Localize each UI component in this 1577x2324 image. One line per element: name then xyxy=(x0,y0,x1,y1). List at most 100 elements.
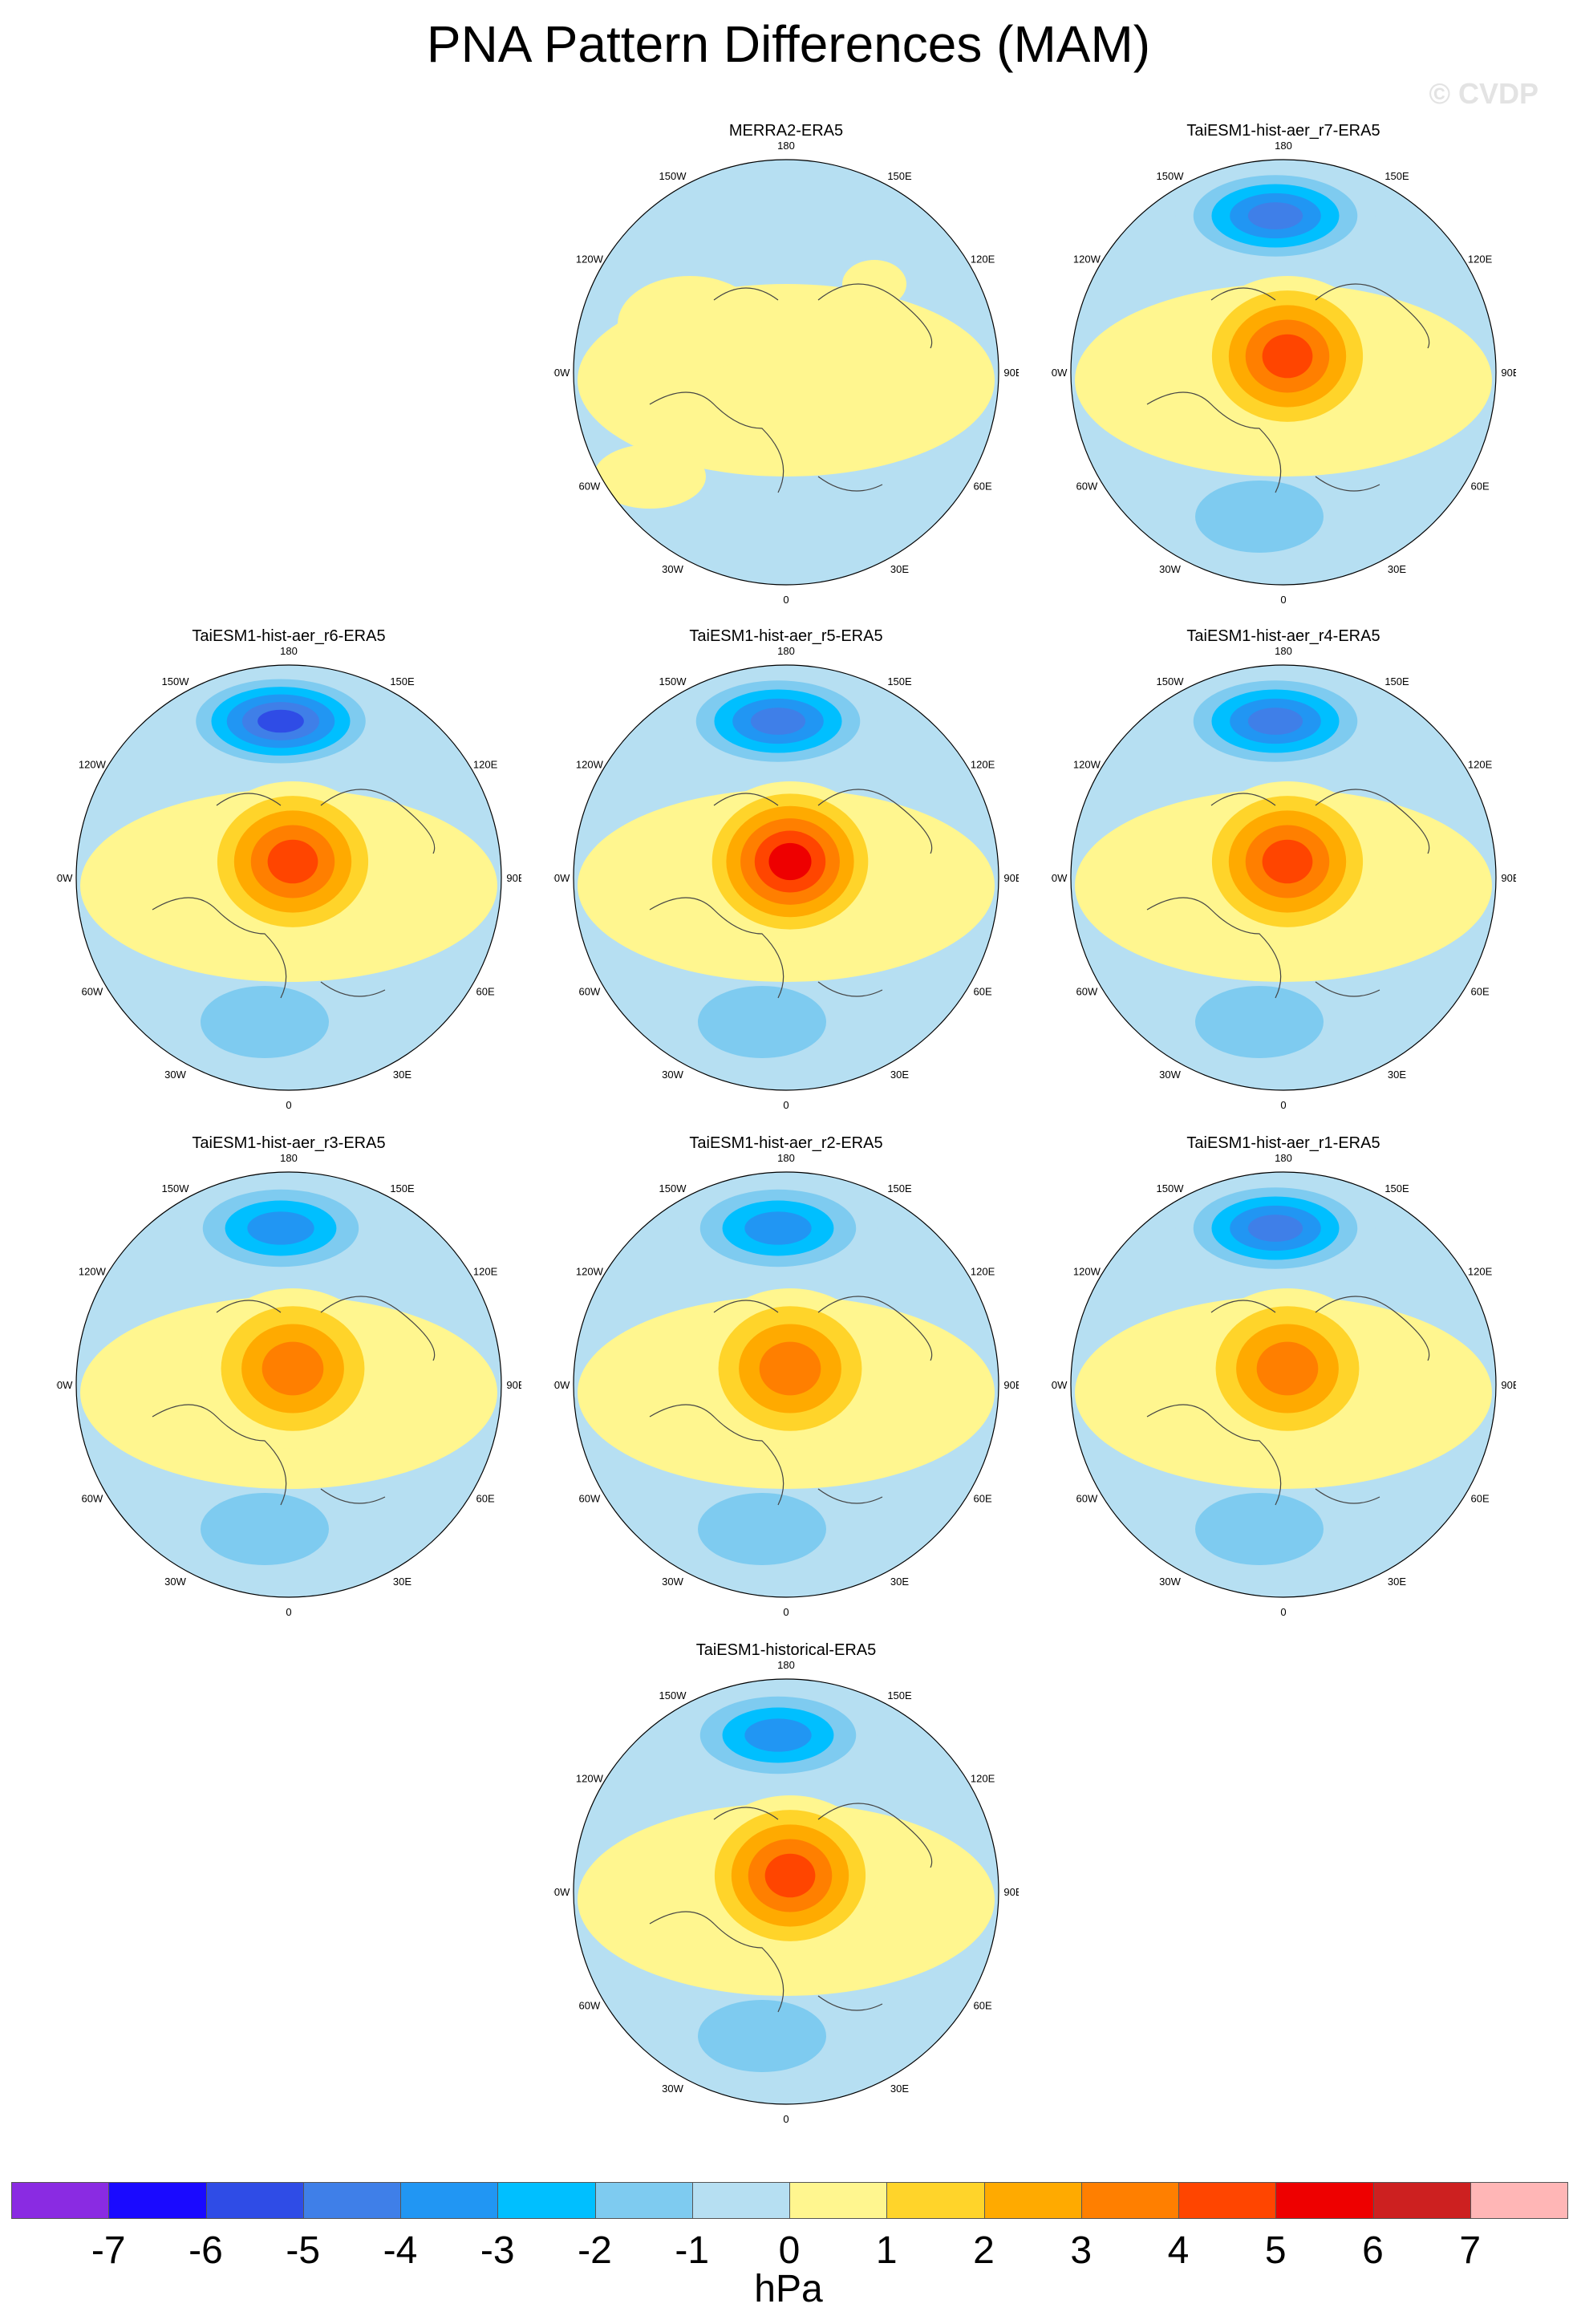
longitude-label: 150E xyxy=(887,675,912,687)
longitude-label: 180 xyxy=(777,1659,795,1671)
longitude-label: 60E xyxy=(1471,1493,1490,1505)
longitude-label: 0 xyxy=(783,1606,788,1618)
longitude-label: 30W xyxy=(662,563,683,575)
negative-contour xyxy=(247,1211,314,1245)
coastlines xyxy=(649,283,933,493)
panel-title: TaiESM1-hist-aer_r3-ERA5 xyxy=(192,1134,386,1152)
negative-contour xyxy=(698,1493,826,1565)
longitude-label: 90E xyxy=(1003,872,1019,884)
panel-title: TaiESM1-hist-aer_r6-ERA5 xyxy=(192,627,386,645)
polar-stereographic-map: 180 150E 120E 90E 60E 30E 0 30W 60W 90W 120W 150W xyxy=(553,1152,1019,1618)
longitude-label: 60W xyxy=(579,986,601,998)
coastlines xyxy=(1146,789,1430,999)
longitude-label: 180 xyxy=(777,1152,795,1164)
longitude-label: 90E xyxy=(1501,872,1516,884)
longitude-label: 60W xyxy=(82,986,103,998)
longitude-label: 30W xyxy=(662,1069,683,1081)
longitude-label: 60W xyxy=(82,1493,103,1505)
polar-stereographic-map: 180 150E 120E 90E 60E 30E 0 30W 60W 90W 120W 150W xyxy=(1051,140,1516,606)
longitude-label: 60E xyxy=(476,1493,495,1505)
map-border xyxy=(573,1171,999,1598)
longitude-label: 30W xyxy=(164,1576,186,1588)
panel-title: MERRA2-ERA5 xyxy=(728,122,844,140)
colorbar-box xyxy=(886,2182,985,2219)
longitude-label: 60W xyxy=(579,481,601,493)
longitude-label: 150W xyxy=(162,675,190,687)
colorbar-units: hPa xyxy=(754,2268,823,2310)
longitude-label: 30W xyxy=(1159,1576,1181,1588)
colorbar-box xyxy=(400,2182,499,2219)
colorbar-box xyxy=(1372,2182,1471,2219)
negative-contour xyxy=(1247,1215,1303,1242)
positive-contour xyxy=(759,1341,821,1396)
longitude-label: 180 xyxy=(777,140,795,152)
colorbar-tick-label: 4 xyxy=(1167,2229,1190,2272)
longitude-label: 150E xyxy=(887,1689,912,1701)
longitude-label: 30W xyxy=(1159,1069,1181,1081)
positive-contour xyxy=(768,842,812,881)
longitude-label: 150W xyxy=(1157,675,1185,687)
colorbar-tick-label: -1 xyxy=(675,2229,710,2272)
longitude-label: 30E xyxy=(1388,1069,1406,1081)
longitude-label: 150W xyxy=(659,170,687,182)
colorbar-tick-label: 0 xyxy=(778,2229,801,2272)
coastlines xyxy=(152,1296,436,1506)
colorbar-tick-label: 1 xyxy=(875,2229,898,2272)
colorbar-box xyxy=(983,2182,1082,2219)
longitude-label: 90W xyxy=(1051,872,1068,884)
longitude-label: 60W xyxy=(579,1493,601,1505)
negative-contour xyxy=(257,709,304,733)
coastlines xyxy=(1146,1296,1430,1506)
longitude-label: 30W xyxy=(662,1576,683,1588)
longitude-label: 120W xyxy=(79,1266,107,1278)
colorbar-box xyxy=(497,2182,596,2219)
coastlines xyxy=(649,789,933,999)
colorbar-tick-label: 3 xyxy=(1070,2229,1093,2272)
map-border xyxy=(1070,664,1497,1091)
map-border xyxy=(75,664,502,1091)
colorbar-tick-label: -2 xyxy=(578,2229,612,2272)
map-border xyxy=(573,1678,999,2105)
longitude-label: 120E xyxy=(971,759,995,771)
colorbar-box xyxy=(1178,2182,1277,2219)
colorbar-box xyxy=(205,2182,304,2219)
longitude-label: 90E xyxy=(1501,367,1516,379)
longitude-label: 150E xyxy=(390,675,415,687)
negative-contour xyxy=(201,986,329,1058)
longitude-label: 150E xyxy=(887,170,912,182)
longitude-label: 120W xyxy=(576,759,604,771)
panel-title: TaiESM1-hist-aer_r4-ERA5 xyxy=(1186,627,1380,645)
longitude-label: 30E xyxy=(890,563,909,575)
longitude-label: 30E xyxy=(393,1576,411,1588)
longitude-label: 150W xyxy=(659,1689,687,1701)
negative-contour xyxy=(1247,708,1303,735)
longitude-label: 0 xyxy=(783,2113,788,2125)
negative-contour xyxy=(750,708,806,735)
longitude-label: 60W xyxy=(1076,986,1098,998)
colorbar-tick-label: -4 xyxy=(383,2229,418,2272)
longitude-label: 150E xyxy=(887,1182,912,1194)
map-border xyxy=(573,664,999,1091)
coastlines xyxy=(649,1296,933,1506)
longitude-label: 30W xyxy=(1159,563,1181,575)
colorbar-box xyxy=(1470,2182,1568,2219)
longitude-label: 30W xyxy=(164,1069,186,1081)
longitude-label: 120E xyxy=(473,1266,498,1278)
anomaly-patch xyxy=(618,276,762,372)
longitude-label: 150E xyxy=(1384,1182,1409,1194)
colorbar-box xyxy=(789,2182,888,2219)
negative-contour xyxy=(201,1493,329,1565)
map-border xyxy=(1070,159,1497,586)
anomaly-patch xyxy=(818,388,866,420)
longitude-label: 60E xyxy=(476,986,495,998)
longitude-label: 120E xyxy=(971,1266,995,1278)
positive-contour xyxy=(1262,334,1313,379)
longitude-label: 150E xyxy=(1384,675,1409,687)
negative-contour xyxy=(744,1211,812,1245)
longitude-label: 120W xyxy=(576,1266,604,1278)
